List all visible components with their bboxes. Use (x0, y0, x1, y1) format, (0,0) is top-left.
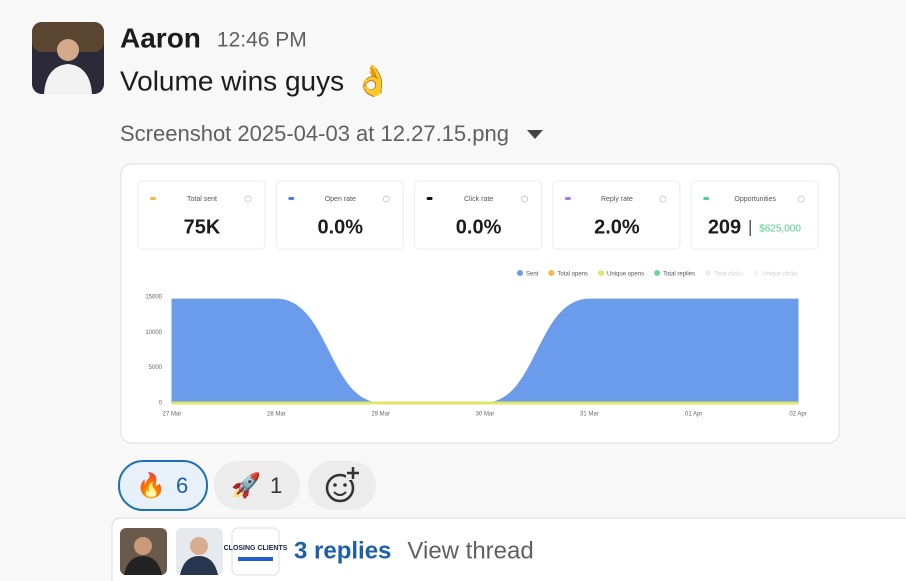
add-reaction-button[interactable] (308, 461, 376, 510)
x-tick-label: 31 Mar (580, 412, 599, 418)
stat-card (552, 180, 681, 250)
x-tick-label: 27 Mar (163, 412, 182, 418)
stat-value: 75K (184, 216, 221, 238)
legend-label: Unique opens (607, 272, 644, 278)
stat-card (137, 180, 266, 250)
stat-label: Opportunities (734, 196, 776, 203)
stat-bullet (703, 197, 710, 200)
x-tick-label: 02 Apr (789, 412, 806, 418)
y-tick-label: 15000 (145, 295, 162, 301)
legend-label: Total opens (557, 272, 588, 278)
reply-avatar: CLOSING CLIENTS (224, 527, 288, 576)
stat-label: Reply rate (601, 196, 633, 203)
stat-card (690, 180, 819, 250)
legend-label: Unique clicks (762, 272, 797, 278)
file-name[interactable]: Screenshot 2025-04-03 at 12.27.15.png (120, 121, 509, 146)
reply-avatar (120, 528, 167, 575)
x-tick-label: 28 Mar (267, 412, 286, 418)
file-menu-caret[interactable] (526, 130, 543, 139)
info-icon (659, 195, 667, 203)
legend-label: Total clicks (714, 272, 743, 278)
info-icon (797, 195, 805, 203)
y-tick-label: 5000 (149, 365, 163, 371)
info-icon (382, 195, 390, 203)
reaction-emoji: 🔥 (136, 471, 166, 499)
legend-swatch (654, 270, 661, 276)
x-tick-label: 29 Mar (371, 412, 390, 418)
stat-label: Total sent (187, 196, 217, 203)
legend-swatch (517, 270, 523, 276)
y-tick-label: 10000 (145, 330, 162, 336)
stat-card (275, 180, 404, 250)
reaction-emoji: 🚀 (231, 471, 261, 499)
stat-bullet (564, 197, 571, 200)
legend-swatch (598, 270, 605, 276)
info-icon (521, 195, 528, 203)
stat-value: 0.0% (456, 216, 502, 238)
stat-value: 209 (708, 216, 741, 238)
legend-swatch (548, 270, 555, 276)
stat-label: Open rate (325, 196, 356, 203)
stat-bullet (288, 197, 295, 200)
legend-swatch (705, 270, 712, 276)
stat-label: Click rate (464, 196, 493, 203)
stat-extra: $625,000 (759, 224, 801, 235)
reaction-pill[interactable] (214, 461, 300, 510)
reaction-count: 1 (270, 473, 282, 498)
message-text: Volume wins guys (120, 65, 344, 96)
stat-bullet (426, 197, 433, 200)
stat-bullet (150, 197, 156, 200)
stat-value: 0.0% (318, 216, 364, 238)
author-name[interactable]: Aaron (120, 22, 201, 53)
message-emoji: 👌 (354, 64, 391, 98)
legend-label: Total replies (663, 272, 695, 278)
reaction-count: 6 (176, 473, 188, 498)
timestamp[interactable]: 12:46 PM (217, 29, 307, 52)
legend-swatch (753, 270, 760, 276)
y-tick-label: 0 (159, 401, 163, 407)
stat-value: 2.0% (594, 216, 640, 238)
thread-bar[interactable] (111, 517, 906, 581)
reply-count[interactable]: 3 replies (294, 537, 391, 564)
x-tick-label: 01 Apr (685, 412, 702, 418)
author-avatar[interactable] (32, 22, 104, 94)
view-thread[interactable]: View thread (407, 537, 533, 564)
avatar-text: CLOSING CLIENTS (224, 545, 288, 552)
reply-avatar (176, 528, 223, 575)
legend-label: Sent (526, 272, 539, 278)
stat-card (414, 180, 543, 250)
reaction-pill[interactable] (118, 460, 208, 511)
x-tick-label: 30 Mar (476, 412, 495, 418)
info-icon (244, 195, 252, 203)
